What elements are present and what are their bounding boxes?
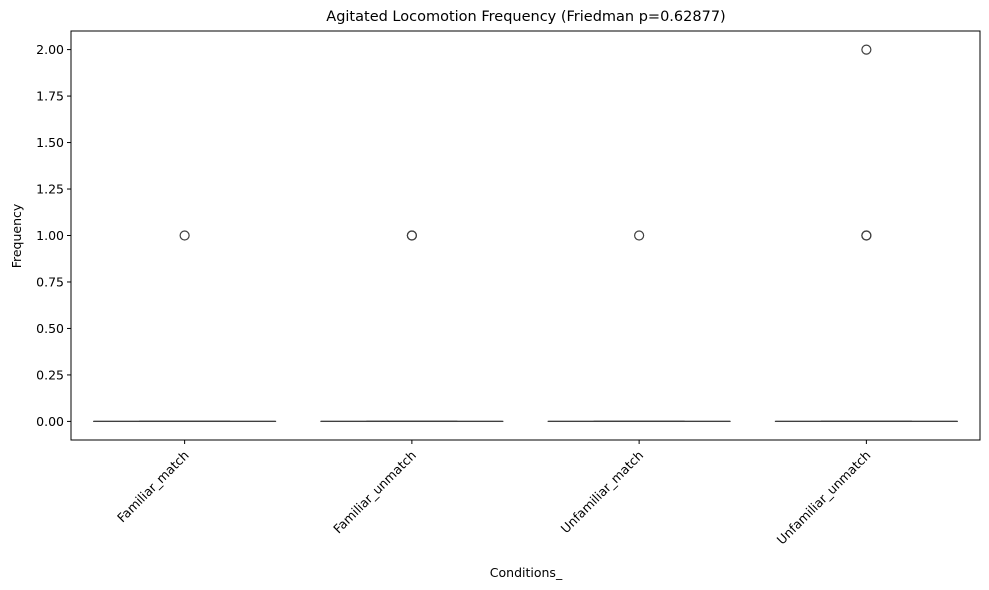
x-tick-label: Familiar_match [114,448,192,526]
outlier-point [861,44,872,55]
x-tick-label: Unfamiliar_unmatch [774,448,874,548]
y-tick-label: 2.00 [36,42,64,57]
outlier-point [179,230,190,241]
y-axis: 0.00 0.25 0.50 0.75 1.00 1.25 1.50 1.75 2.00 [36,42,71,429]
y-tick-label: 1.50 [36,135,64,150]
x-tick-label: Unfamiliar_match [558,448,647,537]
x-axis: Familiar_match Familiar_unmatch Unfamiliar… [114,440,873,547]
chart-title: Agitated Locomotion Frequency (Friedman … [326,9,725,25]
plot-marks [93,44,958,423]
outlier-point [634,230,645,241]
y-tick-label: 1.00 [36,228,64,243]
y-tick-label: 1.75 [36,89,64,104]
x-tick-label: Familiar_unmatch [330,448,419,537]
y-tick-label: 0.75 [36,274,64,289]
y-tick-label: 0.25 [36,367,64,382]
y-tick-label: 1.25 [36,182,64,197]
x-axis-label: Conditions_ [490,565,563,580]
outlier-point [406,230,417,241]
y-axis-label: Frequency [9,203,24,268]
plot-area-frame [70,30,981,441]
y-tick-label: 0.50 [36,321,64,336]
outlier-point [861,230,872,241]
y-tick-label: 0.00 [36,414,64,429]
